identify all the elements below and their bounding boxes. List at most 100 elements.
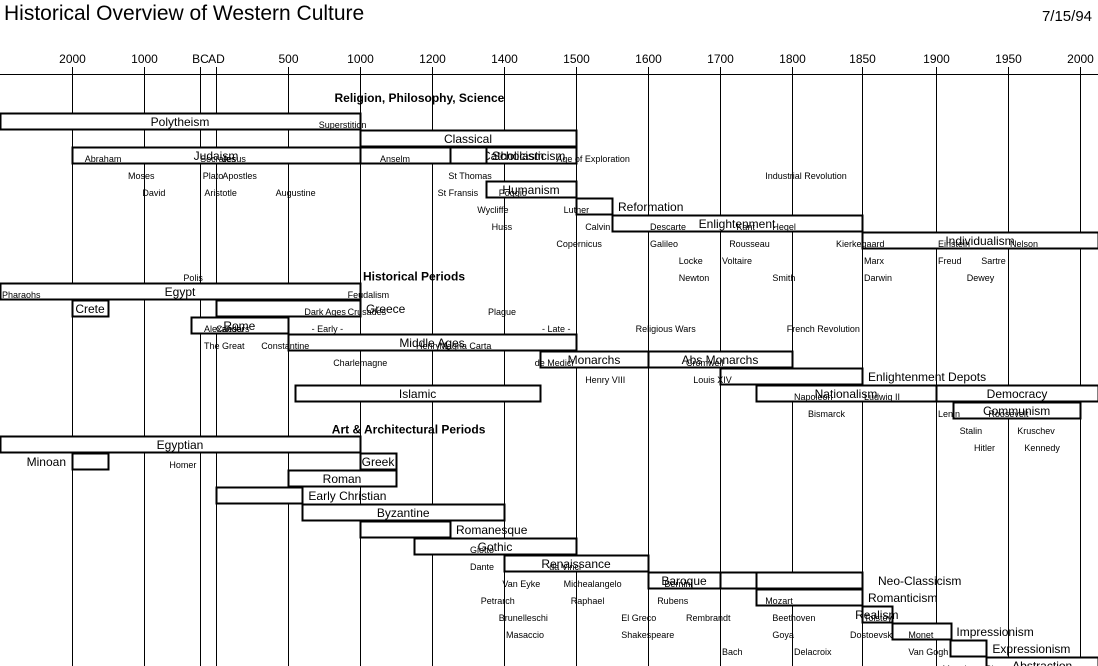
period-bar: [755, 571, 864, 590]
event-label: Henry VIII: [585, 375, 625, 385]
event-label: da Vinci: [549, 562, 581, 572]
event-label: Hegel: [772, 222, 796, 232]
event-label: Bernini: [664, 579, 692, 589]
period-label: Classical: [444, 132, 492, 146]
period-bar: [0, 112, 362, 131]
period-label: Polytheism: [151, 115, 210, 129]
event-label: Wycliffe: [477, 205, 508, 215]
period-label: Rome: [223, 319, 255, 333]
event-label: Homer: [169, 460, 196, 470]
tick-label: 500: [278, 52, 298, 66]
event-label: Plague: [488, 307, 516, 317]
period-bar: [755, 588, 864, 607]
tick-label: 2000: [1067, 52, 1094, 66]
event-label: Aristotle: [204, 188, 237, 198]
period-bar: [503, 554, 650, 573]
period-label: Individualism: [945, 234, 1014, 248]
period-bar: [0, 282, 362, 301]
event-label: Industrial Revolution: [765, 171, 847, 181]
event-label: St Thomas: [448, 171, 492, 181]
event-label: Monet: [908, 630, 934, 640]
tick-label: 1950: [995, 52, 1022, 66]
period-label: Impressionism: [956, 625, 1033, 639]
tick-label: 1200: [419, 52, 446, 66]
event-label: Plato: [203, 171, 224, 181]
period-label: Judaism: [194, 149, 239, 163]
event-label: Darwin: [864, 273, 892, 283]
period-label: Humanism: [502, 183, 559, 197]
tick-label: 1000: [131, 52, 158, 66]
tick-label: 1600: [635, 52, 662, 66]
period-label: Democracy: [987, 387, 1048, 401]
period-label: Communism: [983, 404, 1050, 418]
period-label: Catholicism: [482, 149, 544, 163]
event-label: Charlemagne: [333, 358, 387, 368]
event-label: Rousseau: [729, 239, 770, 249]
period-label: Enlightenment: [699, 217, 776, 231]
period-label: Nationalism: [815, 387, 878, 401]
tick-label: 1500: [563, 52, 590, 66]
tick-label: 1850: [849, 52, 876, 66]
event-label: Napoleon: [794, 392, 833, 402]
period-bar: [575, 197, 614, 216]
event-label: Roosevelt: [988, 409, 1029, 419]
event-label: Mozart: [765, 596, 793, 606]
event-label: Picasso: [986, 664, 1018, 666]
period-label: Egyptian: [157, 438, 204, 452]
event-label: Bach: [722, 647, 743, 657]
event-label: Rembrandt: [686, 613, 731, 623]
period-label: Crete: [75, 302, 105, 316]
event-label: Delacroix: [794, 647, 832, 657]
period-bar: [71, 452, 110, 471]
event-label: Henry II: [416, 341, 448, 351]
period-label: Realism: [855, 608, 898, 622]
tick-label: 1000: [347, 52, 374, 66]
event-label: French Revolution: [787, 324, 860, 334]
event-label: Moses: [128, 171, 155, 181]
event-label: Religious Wars: [636, 324, 697, 334]
event-label: Van Gogh: [908, 647, 948, 657]
event-label: Hitler: [974, 443, 995, 453]
period-label: Middle Ages: [399, 336, 464, 350]
period-label: Enlightenment Depots: [868, 370, 986, 384]
event-label: Calvin: [585, 222, 610, 232]
period-label: Egypt: [165, 285, 196, 299]
event-label: Lenin: [938, 409, 960, 419]
event-label: Stalin: [960, 426, 983, 436]
period-label: Renaissance: [541, 557, 611, 571]
period-bar: [287, 469, 398, 488]
event-label: Dante: [470, 562, 494, 572]
section-header: Historical Periods: [363, 270, 465, 284]
event-label: Nelson: [1010, 239, 1038, 249]
period-label: Scholasticism: [492, 149, 565, 163]
event-label: Huss: [492, 222, 513, 232]
event-label: - Early -: [312, 324, 344, 334]
period-label: Neo-Classicism: [878, 574, 961, 588]
event-label: Goya: [772, 630, 794, 640]
period-bar: [413, 537, 578, 556]
period-bar: [611, 214, 864, 233]
period-label: Abs Monarchs: [682, 353, 759, 367]
event-label: Copernicus: [556, 239, 602, 249]
event-label: Bismarck: [808, 409, 846, 419]
period-bar: [861, 605, 894, 624]
period-bar: [949, 639, 988, 658]
period-label: Roman: [323, 472, 362, 486]
period-bar: [71, 299, 110, 318]
tick-label: 1800: [779, 52, 806, 66]
event-label: Age of Exploration: [556, 154, 630, 164]
period-bar: [719, 571, 758, 590]
period-bar: [719, 367, 864, 386]
period-bar: [0, 435, 362, 454]
event-label: Descarte: [650, 222, 686, 232]
event-label: Giotto: [470, 545, 494, 555]
event-label: de Medici: [535, 358, 574, 368]
tick-label: AD: [208, 52, 225, 66]
event-label: Freud: [938, 256, 962, 266]
period-bar: [215, 486, 304, 505]
period-bar: [294, 384, 542, 403]
event-label: Abraham: [85, 154, 122, 164]
event-label: Galileo: [650, 239, 678, 249]
event-label: Magna Carta: [439, 341, 491, 351]
event-label: Sartre: [981, 256, 1006, 266]
